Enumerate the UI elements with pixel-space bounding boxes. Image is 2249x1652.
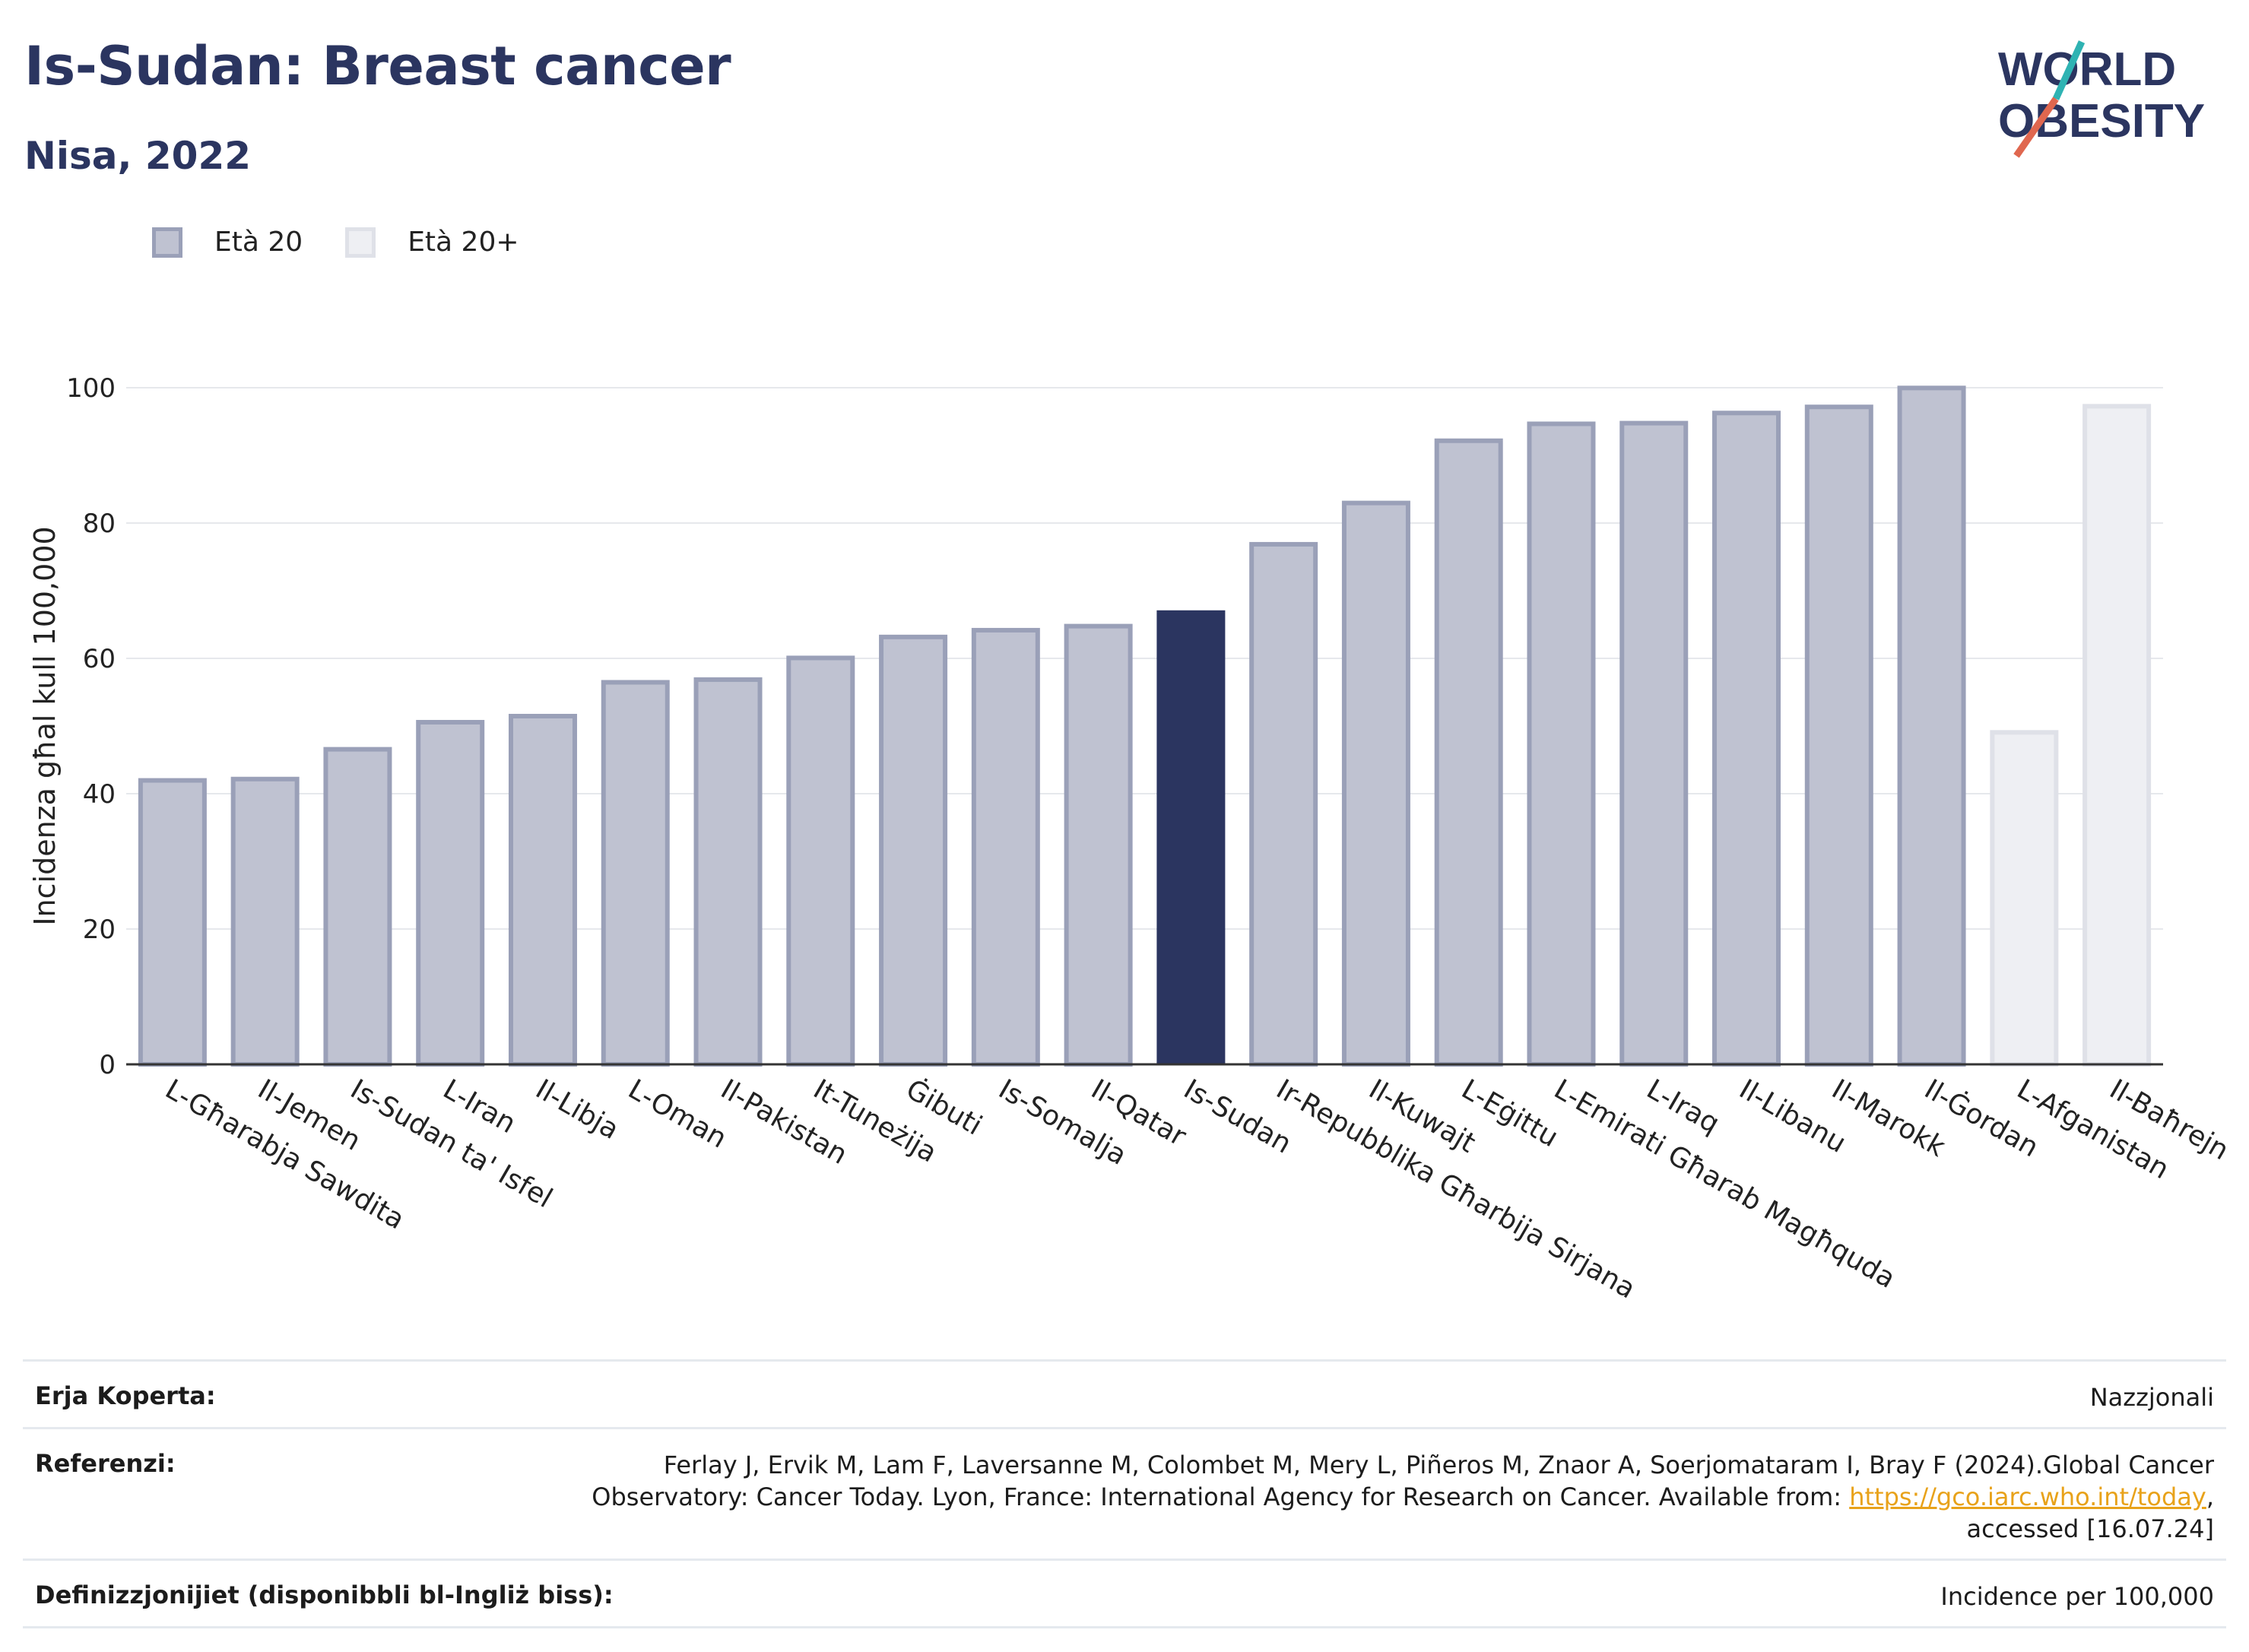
references-tail: , accessed [16.07.24] — [1966, 1482, 2214, 1543]
y-tick-label: 20 — [83, 915, 116, 945]
bar — [230, 776, 300, 1067]
bar — [1064, 623, 1133, 1067]
coverage-value: Nazzjonali — [2089, 1383, 2214, 1412]
world-obesity-logo: WORLD OBESITY — [1998, 40, 2205, 158]
bar — [1619, 420, 1689, 1067]
legend-item-age-20-plus[interactable]: Età 20+ — [345, 227, 519, 258]
x-tick-label: Il-Libanu — [1734, 1073, 1851, 1159]
bar — [138, 778, 207, 1067]
bar — [971, 627, 1040, 1067]
legend-swatch-age-20-plus — [345, 227, 376, 258]
chart-legend: Età 20 Età 20+ — [152, 227, 562, 258]
legend-label-age-20: Età 20 — [214, 227, 303, 258]
references-label: Referenzi: — [35, 1449, 176, 1478]
bar — [1527, 421, 1596, 1067]
footer-row-definitions: Definizzjonijiet (disponibbli bl-Ingliż … — [23, 1558, 2226, 1628]
y-tick-label: 40 — [83, 779, 116, 810]
y-axis-title: Incidenza għal kull 100,000 — [28, 526, 62, 925]
footer-row-references: Referenzi: Ferlay J, Ervik M, Lam F, Lav… — [23, 1427, 2226, 1558]
bar — [879, 634, 948, 1067]
bar — [508, 713, 577, 1067]
bar — [786, 655, 855, 1067]
bar — [1341, 500, 1410, 1067]
y-tick-label: 80 — [83, 509, 116, 539]
bar — [1897, 385, 1966, 1067]
legend-item-age-20[interactable]: Età 20 — [152, 227, 303, 258]
references-value: Ferlay J, Ervik M, Lam F, Laversanne M, … — [579, 1449, 2214, 1545]
y-tick-label: 60 — [83, 644, 116, 674]
definitions-value: Incidence per 100,000 — [1940, 1582, 2214, 1611]
legend-swatch-age-20 — [152, 227, 182, 258]
y-tick-label: 100 — [66, 373, 116, 404]
bar — [1249, 541, 1318, 1067]
bar — [1434, 438, 1503, 1067]
bar — [693, 677, 763, 1067]
coverage-label: Erja Koperta: — [35, 1381, 216, 1410]
bar — [2082, 404, 2152, 1067]
legend-label-age-20-plus: Età 20+ — [408, 227, 519, 258]
definitions-label: Definizzjonijiet (disponibbli bl-Ingliż … — [35, 1581, 614, 1609]
bar — [1804, 404, 1873, 1067]
references-link[interactable]: https://gco.iarc.who.int/today — [1849, 1482, 2206, 1511]
y-tick-label: 0 — [99, 1050, 116, 1080]
bar — [323, 747, 392, 1067]
logo-text-obesity: OBESITY — [1998, 95, 2205, 147]
chart-footer: Erja Koperta: Nazzjonali Referenzi: Ferl… — [23, 1359, 2226, 1628]
bar — [1990, 730, 2059, 1067]
bar — [1156, 610, 1226, 1064]
x-tick-label: Il-Libja — [530, 1073, 623, 1146]
bar-chart: 0 20 40 60 80 100 Incidenza għal kull 100,000 L… — [28, 373, 2234, 1305]
x-tick-label: L-Oman — [623, 1073, 731, 1154]
chart-subtitle: Nisa, 2022 — [24, 134, 252, 178]
bar — [601, 680, 670, 1067]
references-text: Ferlay J, Ervik M, Lam F, Laversanne M, … — [592, 1451, 2214, 1511]
footer-row-coverage: Erja Koperta: Nazzjonali — [23, 1359, 2226, 1427]
bar — [416, 719, 485, 1067]
chart-title: Is-Sudan: Breast cancer — [24, 35, 731, 97]
logo-text-world: WORLD — [1998, 43, 2176, 96]
bar — [1712, 411, 1781, 1067]
